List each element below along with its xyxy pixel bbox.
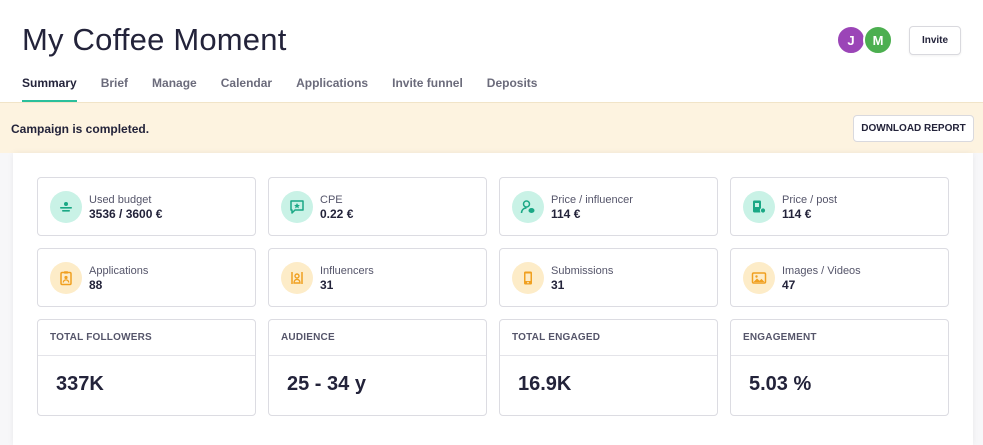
collaborator-avatars: J M: [836, 25, 896, 55]
metric-card-price-influencer: Price / influencer 114 €: [499, 177, 718, 236]
person-coin-icon: [512, 191, 544, 223]
tab-applications[interactable]: Applications: [296, 76, 369, 90]
page-title: My Coffee Moment: [22, 22, 287, 57]
metric-value: 31: [320, 278, 334, 292]
stat-card-engagement: ENGAGEMENT 5.03 %: [730, 319, 949, 416]
metric-label: Images / Videos: [782, 265, 861, 277]
campaign-status-banner: Campaign is completed. DOWNLOAD REPORT: [0, 102, 983, 153]
tab-deposits[interactable]: Deposits: [486, 76, 538, 90]
post-coin-icon: [743, 191, 775, 223]
campaign-status-text: Campaign is completed.: [11, 122, 150, 136]
stat-value: 5.03 %: [749, 373, 812, 395]
stat-label: TOTAL FOLLOWERS: [50, 332, 152, 343]
metric-value: 88: [89, 278, 103, 292]
tab-summary[interactable]: Summary: [22, 76, 77, 102]
metric-label: Price / post: [782, 194, 838, 206]
divider: [38, 355, 255, 356]
metric-label: Used budget: [89, 194, 152, 206]
avatar[interactable]: M: [863, 25, 893, 55]
metric-label: Submissions: [551, 265, 614, 277]
stat-card-total-engaged: TOTAL ENGAGED 16.9K: [499, 319, 718, 416]
metric-label: Applications: [89, 265, 149, 277]
metric-card-submissions: Submissions 31: [499, 248, 718, 307]
tab-calendar[interactable]: Calendar: [220, 76, 273, 90]
page-margin: [0, 153, 13, 445]
phone-icon: [512, 262, 544, 294]
stat-label: TOTAL ENGAGED: [512, 332, 601, 343]
stat-card-audience: AUDIENCE 25 - 34 y: [268, 319, 487, 416]
metric-value: 0.22 €: [320, 207, 354, 221]
metric-card-used-budget: Used budget 3536 / 3600 €: [37, 177, 256, 236]
stat-value: 16.9K: [518, 373, 572, 395]
stat-label: ENGAGEMENT: [743, 332, 817, 343]
metric-label: Price / influencer: [551, 194, 633, 206]
metric-value: 114 €: [782, 207, 812, 221]
stat-label: AUDIENCE: [281, 332, 335, 343]
metric-card-applications: Applications 88: [37, 248, 256, 307]
star-chat-icon: [281, 191, 313, 223]
clipboard-person-icon: [50, 262, 82, 294]
stat-value: 337K: [56, 373, 104, 395]
metric-value: 31: [551, 278, 565, 292]
tab-manage[interactable]: Manage: [152, 76, 197, 90]
metric-value: 114 €: [551, 207, 581, 221]
stat-card-total-followers: TOTAL FOLLOWERS 337K: [37, 319, 256, 416]
download-report-button[interactable]: DOWNLOAD REPORT: [853, 115, 974, 142]
divider: [731, 355, 948, 356]
metric-value: 47: [782, 278, 796, 292]
summary-panel: Used budget 3536 / 3600 € CPE 0.22 € Pri…: [13, 153, 973, 445]
image-icon: [743, 262, 775, 294]
metric-card-cpe: CPE 0.22 €: [268, 177, 487, 236]
metric-label: CPE: [320, 194, 343, 206]
invite-button[interactable]: Invite: [909, 26, 961, 55]
metric-card-price-post: Price / post 114 €: [730, 177, 949, 236]
divider: [500, 355, 717, 356]
divider: [269, 355, 486, 356]
budget-icon: [50, 191, 82, 223]
tab-bar: Summary Brief Manage Calendar Applicatio…: [22, 76, 561, 102]
metric-label: Influencers: [320, 265, 374, 277]
tab-brief[interactable]: Brief: [100, 76, 129, 90]
metric-value: 3536 / 3600 €: [89, 207, 163, 221]
metric-card-influencers: Influencers 31: [268, 248, 487, 307]
person-frame-icon: [281, 262, 313, 294]
metric-card-images-videos: Images / Videos 47: [730, 248, 949, 307]
tab-invite-funnel[interactable]: Invite funnel: [392, 76, 463, 90]
page-margin: [973, 153, 983, 445]
avatar[interactable]: J: [836, 25, 866, 55]
stat-value: 25 - 34 y: [287, 373, 366, 395]
